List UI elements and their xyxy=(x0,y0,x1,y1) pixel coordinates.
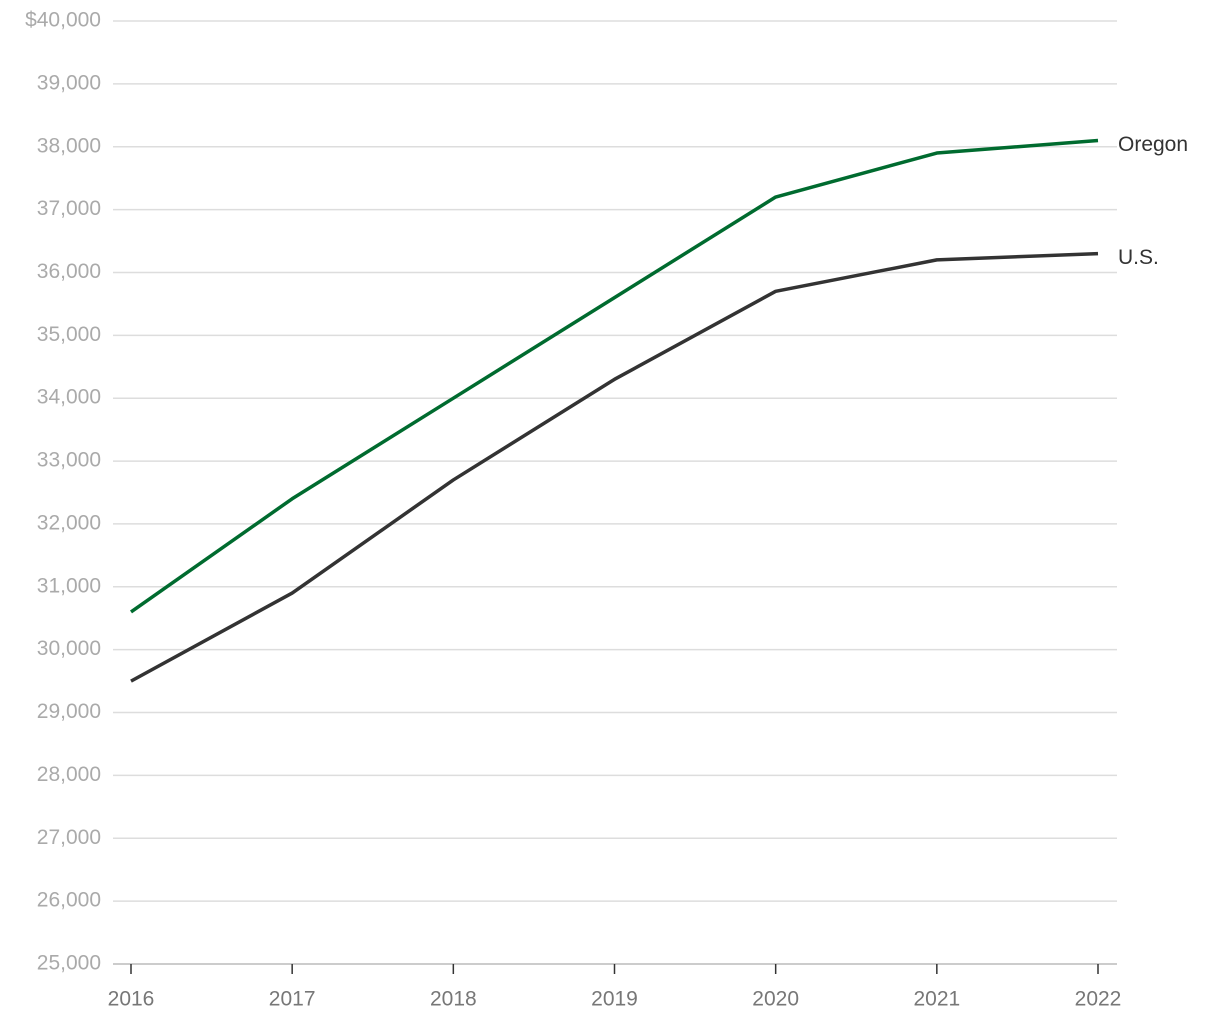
y-tick-label: 26,000 xyxy=(37,889,101,912)
x-tick-label: 2020 xyxy=(752,988,799,1011)
x-tick-label: 2021 xyxy=(913,988,960,1011)
y-tick-label: 28,000 xyxy=(37,763,101,786)
y-tick-label: 25,000 xyxy=(37,952,101,975)
line xyxy=(130,251,1099,683)
x-tick-label: 2016 xyxy=(108,988,155,1011)
x-tick-label: 2017 xyxy=(269,988,316,1011)
y-tick-label: 33,000 xyxy=(37,449,101,472)
x-tick-label: 2019 xyxy=(591,988,638,1011)
y-tick-label: 36,000 xyxy=(37,260,101,283)
y-tick-label: 39,000 xyxy=(37,71,101,94)
series-label: Oregon xyxy=(1118,133,1188,156)
y-tick-label: 32,000 xyxy=(37,511,101,534)
y-tick-label: 31,000 xyxy=(37,574,101,597)
y-tick-label: 34,000 xyxy=(37,386,101,409)
y-tick-label: 35,000 xyxy=(37,323,101,346)
y-tick-label: 30,000 xyxy=(37,637,101,660)
y-tick-label: 29,000 xyxy=(37,700,101,723)
y-tick-label: 27,000 xyxy=(37,826,101,849)
y-tick-label: 37,000 xyxy=(37,197,101,220)
x-tick-label: 2022 xyxy=(1075,988,1122,1011)
y-tick-label: 38,000 xyxy=(37,134,101,157)
y-tick-label: $40,000 xyxy=(25,9,101,32)
line xyxy=(129,138,1099,614)
series-label: U.S. xyxy=(1118,246,1159,269)
x-tick-label: 2018 xyxy=(430,988,477,1011)
